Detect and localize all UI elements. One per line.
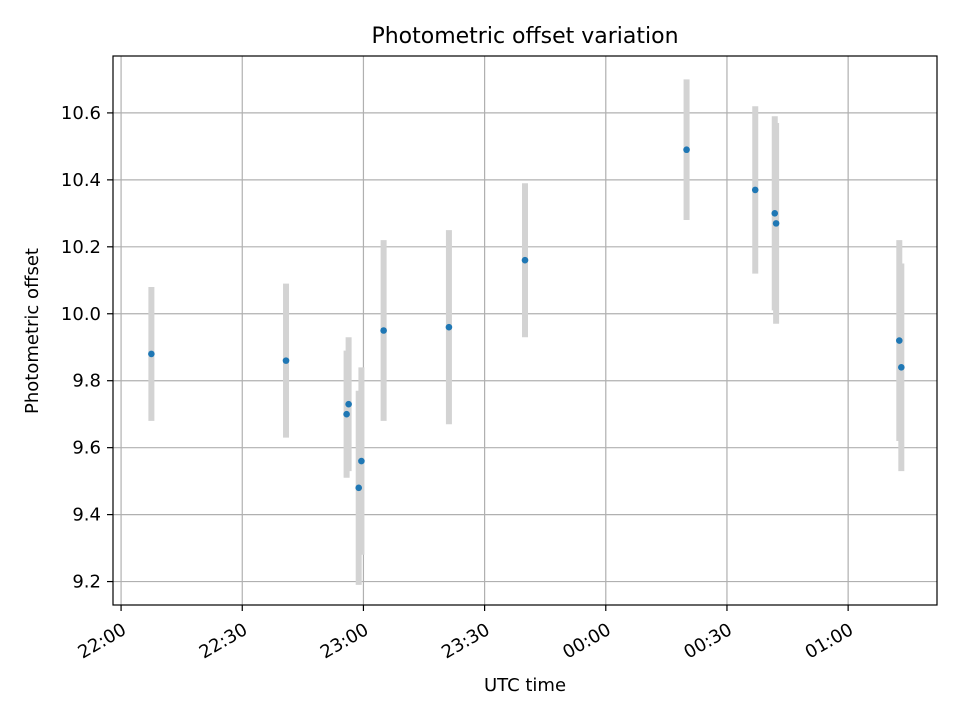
data-point: [771, 210, 779, 217]
y-tick-label: 10.0: [61, 304, 101, 325]
data-point: [282, 357, 290, 364]
data-point: [896, 337, 903, 344]
y-tick-label: 9.6: [72, 438, 101, 459]
data-point: [355, 484, 363, 492]
chart-title: Photometric offset variation: [371, 24, 678, 49]
y-tick-label: 10.6: [61, 103, 101, 124]
data-point: [358, 457, 365, 465]
data-point: [380, 327, 387, 334]
x-axis-label: UTC time: [484, 675, 566, 696]
y-tick-label: 10.4: [61, 170, 101, 191]
data-point: [751, 186, 759, 194]
data-point: [148, 350, 155, 358]
plot-frame: [112, 55, 938, 606]
data-point: [898, 364, 905, 371]
y-tick-label: 9.2: [72, 572, 101, 593]
data-point: [521, 256, 529, 264]
y-axis-label: Photometric offset: [22, 248, 43, 414]
data-point: [445, 323, 453, 331]
data-point: [345, 400, 352, 408]
y-tick-label: 9.4: [72, 505, 101, 526]
data-point: [772, 220, 780, 227]
y-tick-label: 10.2: [61, 237, 101, 258]
data-point: [683, 146, 690, 154]
data-point: [343, 410, 350, 418]
data-points: [148, 146, 905, 492]
y-tick-label: 9.8: [72, 371, 101, 392]
